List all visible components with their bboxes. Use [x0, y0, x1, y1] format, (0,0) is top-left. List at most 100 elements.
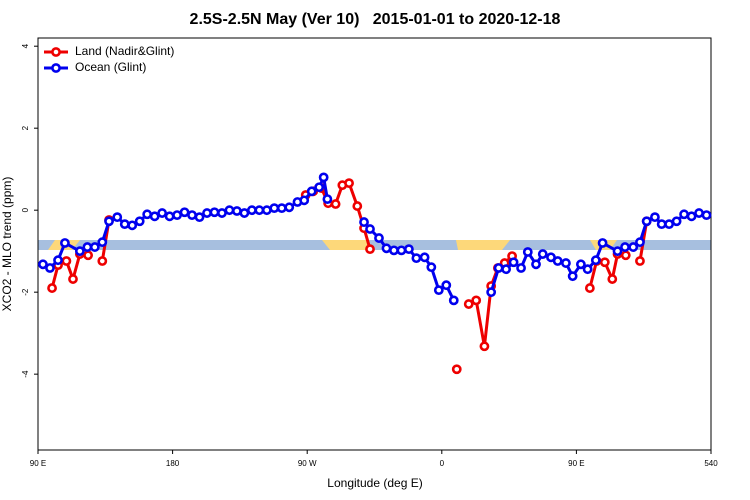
point: [582, 264, 593, 275]
point: [607, 274, 618, 284]
point: [374, 233, 384, 243]
point: [318, 172, 329, 183]
point: [365, 224, 375, 234]
point: [584, 283, 595, 293]
point: [463, 299, 474, 309]
point: [306, 186, 317, 197]
point: [127, 220, 138, 231]
point: [142, 209, 153, 220]
point: [232, 206, 242, 216]
point: [239, 208, 250, 218]
point: [448, 295, 459, 306]
point: [68, 274, 78, 284]
point: [83, 250, 94, 261]
point: [419, 252, 430, 263]
point: [344, 178, 354, 189]
point: [597, 238, 608, 248]
x-tick-label: 90 E: [568, 459, 584, 468]
point: [261, 205, 272, 216]
point: [389, 245, 399, 256]
point: [552, 256, 563, 266]
x-tick-label: 540: [704, 459, 718, 468]
point: [694, 208, 704, 218]
point: [641, 216, 652, 227]
point: [620, 242, 630, 252]
point: [47, 283, 57, 293]
point: [89, 242, 100, 252]
land-band: [322, 240, 372, 250]
point: [284, 202, 295, 213]
point: [486, 287, 497, 298]
x-tick-label: 0: [440, 459, 445, 468]
point: [224, 205, 235, 216]
point: [531, 259, 541, 270]
point: [620, 250, 631, 261]
point: [650, 212, 660, 223]
chart-title: 2.5S-2.5N May (Ver 10) 2015-01-01 to 202…: [190, 11, 561, 28]
point: [157, 208, 168, 218]
x-tick-label: 90 W: [298, 459, 317, 468]
point: [330, 199, 341, 209]
point: [97, 237, 108, 248]
point: [53, 255, 63, 266]
point: [97, 256, 108, 266]
legend-swatch: [51, 63, 61, 73]
point: [246, 205, 257, 216]
plot-frame: [37, 37, 712, 451]
point: [635, 237, 645, 248]
point: [352, 201, 363, 211]
legend-label: Ocean (Glint): [75, 60, 146, 74]
y-axis-label: XCO2 - MLO trend (ppm): [0, 177, 14, 312]
point: [359, 217, 369, 227]
point: [60, 238, 70, 248]
point: [433, 285, 444, 296]
point: [365, 244, 375, 255]
point: [45, 263, 55, 273]
point: [299, 195, 310, 206]
point: [322, 194, 333, 205]
point: [381, 243, 392, 254]
point: [612, 246, 623, 257]
point: [471, 295, 482, 306]
point: [396, 245, 407, 256]
x-tick-label: 90 E: [30, 459, 46, 468]
point: [628, 242, 639, 252]
point: [522, 247, 533, 257]
x-axis-label: Longitude (deg E): [327, 476, 422, 490]
ocean-band: [38, 240, 711, 250]
y-tick-label: 4: [21, 43, 30, 48]
y-tick-label: -2: [21, 288, 30, 296]
point: [104, 216, 114, 227]
point: [493, 263, 504, 273]
point: [276, 203, 287, 214]
point: [671, 216, 682, 227]
point: [164, 211, 175, 222]
point: [679, 209, 689, 220]
point: [701, 210, 712, 220]
land-band: [456, 240, 510, 250]
point: [664, 219, 675, 230]
point: [217, 208, 227, 218]
point: [314, 182, 325, 193]
point: [686, 211, 697, 222]
point: [411, 253, 422, 264]
y-tick-label: 0: [21, 207, 30, 212]
point: [179, 207, 190, 218]
point: [269, 203, 280, 214]
point: [254, 205, 265, 216]
point: [209, 207, 220, 218]
point: [451, 364, 462, 375]
point: [441, 280, 452, 291]
point: [112, 212, 123, 223]
point: [194, 212, 205, 223]
point: [74, 246, 85, 257]
point: [635, 256, 645, 266]
point: [38, 259, 48, 270]
point: [508, 257, 519, 268]
point: [567, 271, 578, 282]
point: [403, 244, 414, 255]
point: [172, 210, 182, 220]
y-tick-label: 2: [21, 125, 30, 130]
point: [134, 216, 145, 227]
